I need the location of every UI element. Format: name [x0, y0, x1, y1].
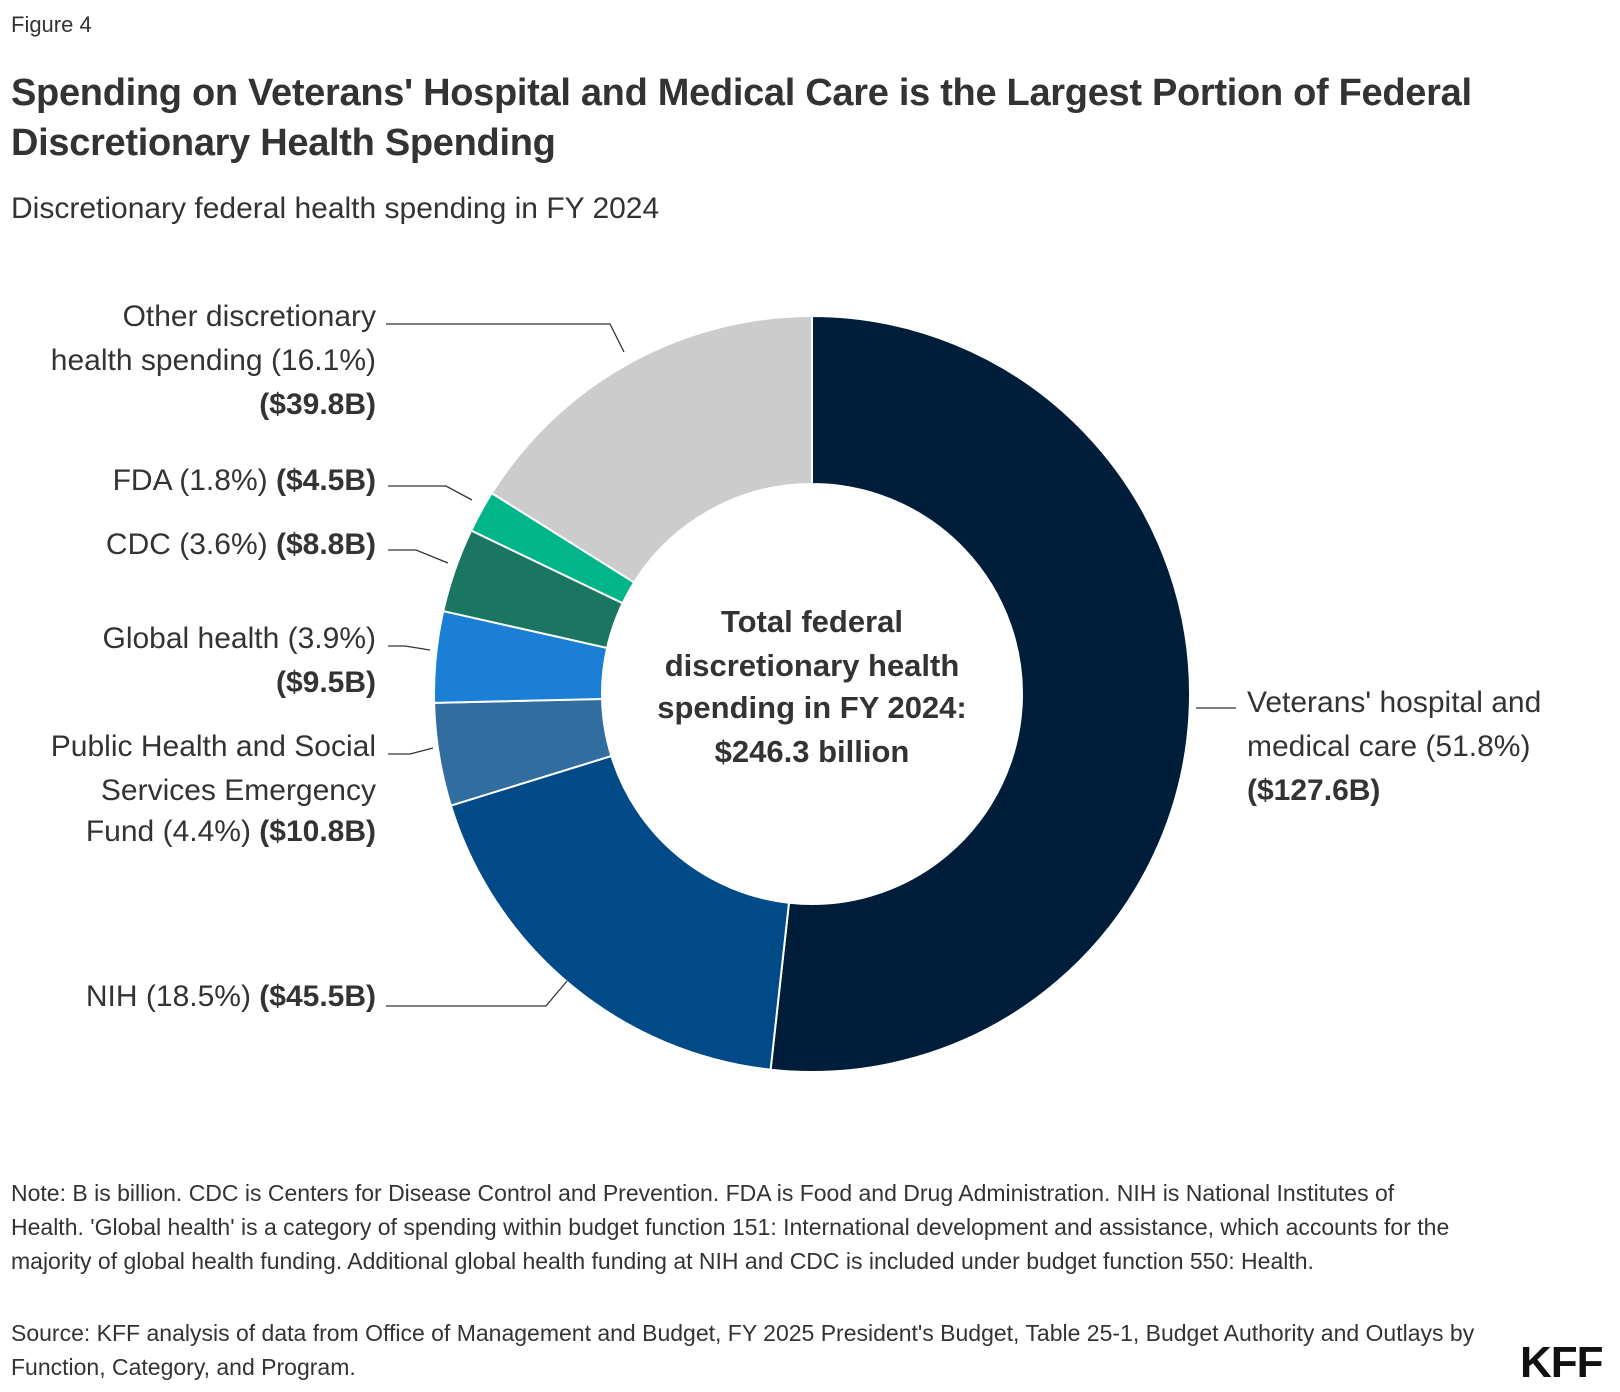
figure-label: Figure 4	[11, 12, 92, 37]
kff-logo: KFF	[1520, 1338, 1604, 1387]
center-label-line-4: $246.3 billion	[715, 734, 910, 769]
donut-chart: Veterans' hospital and medical care (51.8…	[51, 300, 1541, 1073]
label-other-discretionary-health-spending-line-2: health spending (16.1%)	[51, 344, 376, 377]
value-label-global-health: ($9.5B)	[276, 666, 376, 699]
leader-line-fda	[388, 485, 473, 501]
chart-title: Spending on Veterans' Hospital and Medic…	[11, 72, 1472, 164]
leader-line-other-discretionary-health-spending	[386, 323, 625, 353]
slice-nih	[449, 754, 791, 1071]
value-label-veterans-hospital-and-medical-care: ($127.6B)	[1247, 774, 1380, 807]
value-label-other-discretionary-health-spending: ($39.8B)	[259, 388, 376, 421]
chart-subtitle: Discretionary federal health spending in…	[11, 192, 660, 225]
leader-line-public-health-and-social-services-emergency-fund	[388, 747, 434, 755]
chart-note: Note: B is billion. CDC is Centers for D…	[11, 1180, 1450, 1274]
chart-source: Source: KFF analysis of data from Office…	[11, 1320, 1475, 1380]
slice-other-discretionary-health-spending	[490, 314, 813, 584]
leader-line-cdc	[388, 549, 449, 564]
label-veterans-hospital-and-medical-care-line-2: medical care (51.8%)	[1247, 730, 1530, 763]
label-cdc-line-1: CDC (3.6%) ($8.8B)	[106, 528, 376, 561]
label-veterans-hospital-and-medical-care-line-1: Veterans' hospital and	[1247, 686, 1541, 719]
leader-line-global-health	[388, 645, 431, 651]
leader-line-nih	[386, 980, 568, 1007]
center-label-line-1: Total federal	[721, 604, 903, 639]
center-label-line-3: spending in FY 2024:	[657, 690, 967, 725]
center-label-line-2: discretionary health	[665, 648, 960, 683]
label-nih-line-1: NIH (18.5%) ($45.5B)	[86, 980, 376, 1013]
label-other-discretionary-health-spending-line-1: Other discretionary	[123, 300, 376, 333]
label-public-health-and-social-services-emergency-fund-line-1: Public Health and Social	[51, 730, 376, 763]
slice-veterans-hospital-and-medical-care	[769, 314, 1191, 1073]
label-public-health-and-social-services-emergency-fund-line-3: Fund (4.4%) ($10.8B)	[86, 815, 376, 848]
label-fda-line-1: FDA (1.8%) ($4.5B)	[113, 464, 376, 497]
label-public-health-and-social-services-emergency-fund-line-2: Services Emergency	[101, 774, 376, 807]
label-global-health-line-1: Global health (3.9%)	[103, 622, 377, 655]
